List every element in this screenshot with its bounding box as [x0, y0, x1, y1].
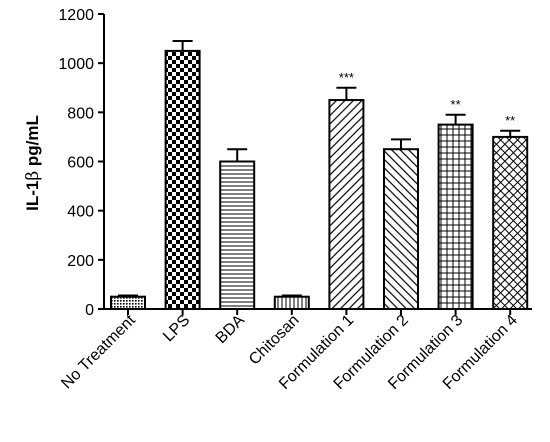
significance-label: *** [339, 70, 354, 85]
bar [328, 99, 365, 310]
y-tick-label: 800 [67, 105, 94, 122]
y-tick-label: 1000 [58, 56, 94, 73]
bar [219, 160, 256, 310]
y-axis-label: IL-1β pg/mL [23, 115, 43, 211]
bar [164, 49, 201, 310]
y-axis-label-suffix: pg/mL [23, 115, 42, 171]
significance-label: ** [451, 97, 461, 112]
x-tick-label: LPS [160, 312, 193, 345]
bar [110, 295, 146, 311]
bar [383, 148, 419, 310]
y-tick-label: 1200 [58, 7, 94, 24]
x-tick-label: BDA [213, 312, 249, 348]
x-tick-label: Chitosan [246, 312, 303, 369]
y-axis: 0 200 400 600 800 1000 1200 [58, 7, 105, 319]
svg-text:IL-1β pg/mL: IL-1β pg/mL [23, 115, 43, 211]
bar [273, 295, 310, 311]
y-tick-label: 600 [67, 155, 94, 172]
bar [437, 123, 474, 310]
y-axis-label-greek: β [23, 171, 43, 181]
y-tick-label: 400 [67, 204, 94, 221]
bar [492, 135, 529, 310]
x-tick-label: No Treatment [58, 311, 139, 392]
y-tick-label: 200 [67, 253, 94, 270]
significance-label: ** [505, 113, 515, 128]
y-axis-label-prefix: IL-1 [23, 181, 42, 211]
bars-group: ******* [110, 40, 529, 311]
y-tick-label: 0 [85, 302, 94, 319]
